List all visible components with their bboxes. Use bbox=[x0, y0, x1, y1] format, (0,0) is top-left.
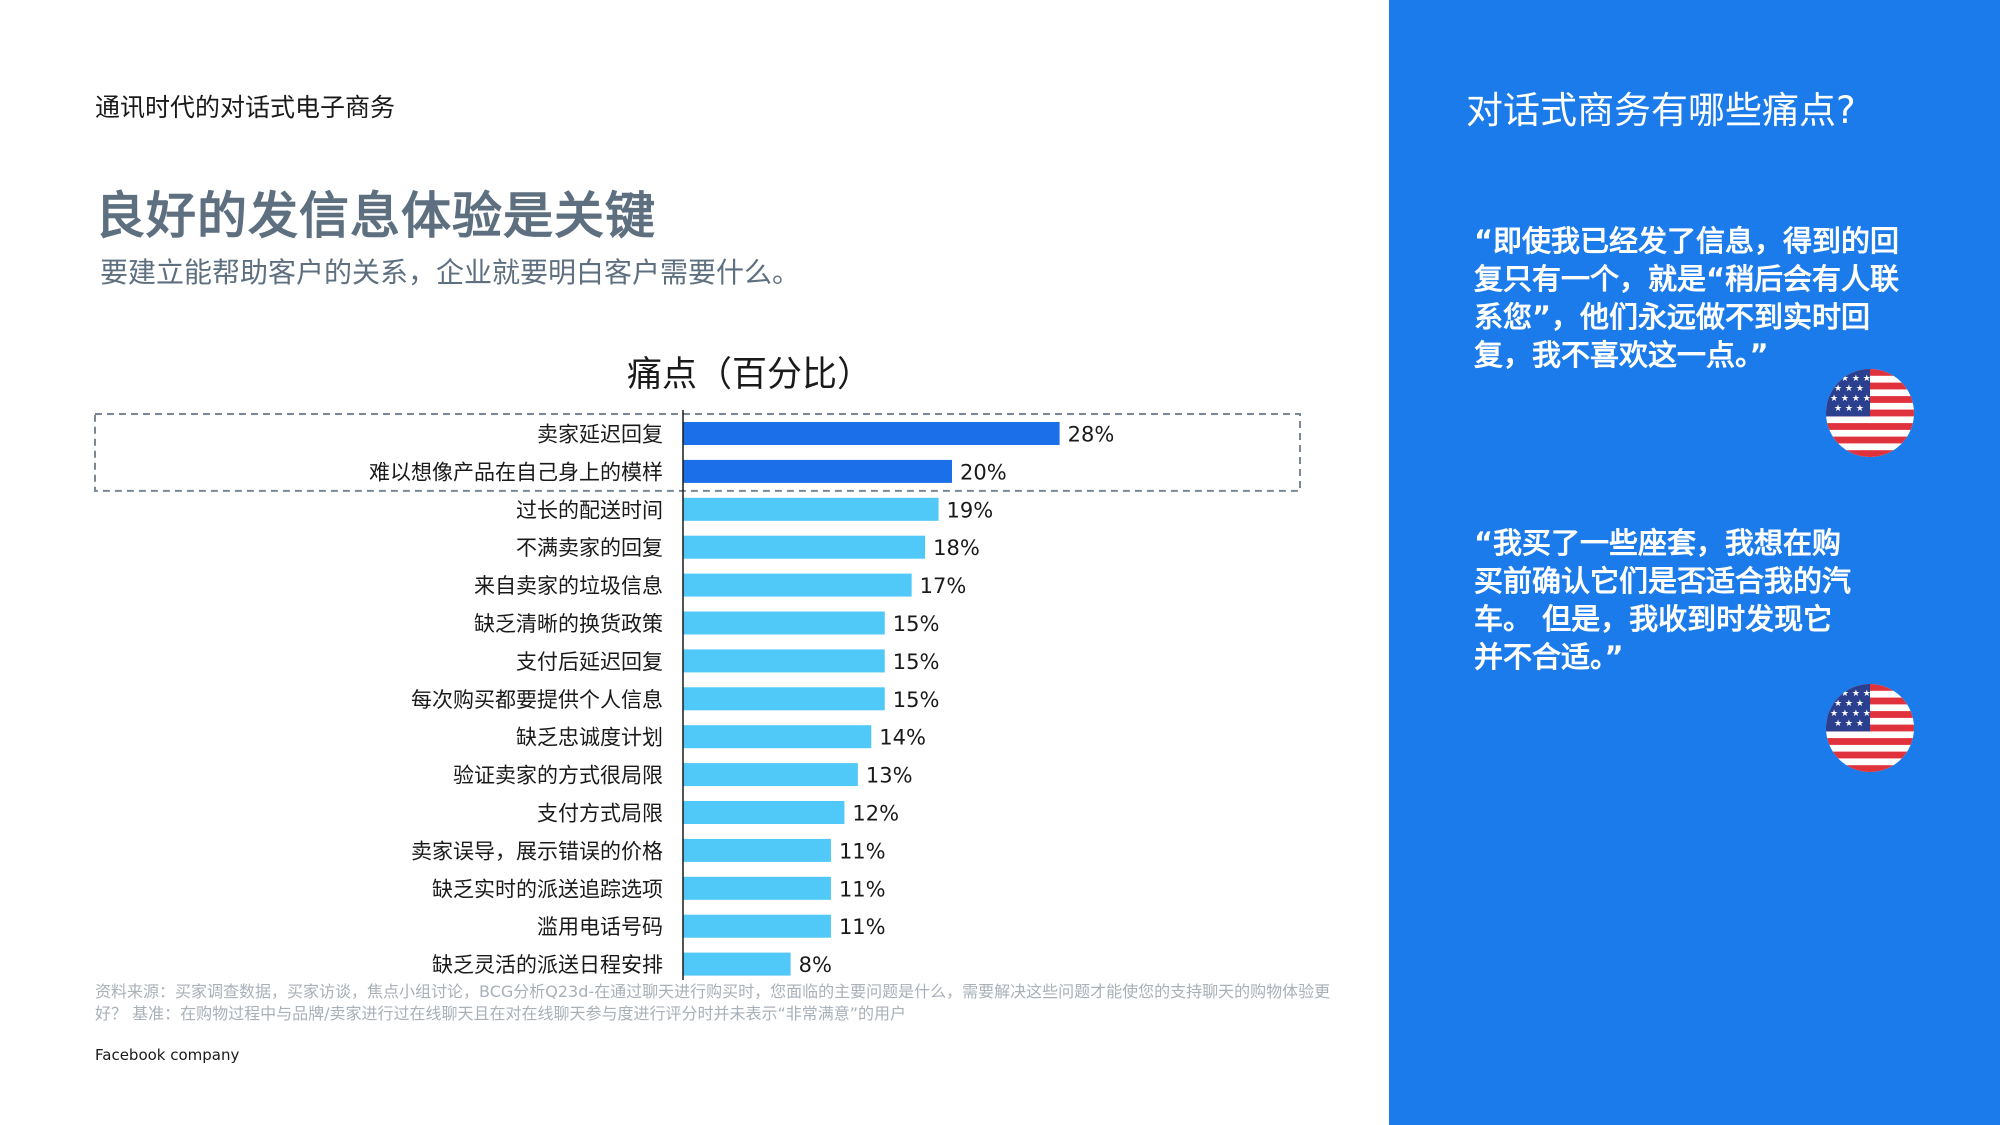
bar bbox=[683, 497, 939, 521]
value-label: 20% bbox=[960, 460, 1007, 484]
value-label: 13% bbox=[866, 764, 913, 788]
source-note: 资料来源：买家调查数据，买家访谈，焦点小组讨论，BCG分析Q23d-在通过聊天进… bbox=[95, 982, 1331, 1023]
category-label: 验证卖家的方式很局限 bbox=[453, 764, 663, 788]
value-label: 15% bbox=[893, 688, 940, 712]
category-label: 缺乏忠诚度计划 bbox=[516, 726, 663, 750]
bar bbox=[683, 952, 791, 976]
value-label: 18% bbox=[933, 536, 980, 560]
svg-text:★ ★ ★: ★ ★ ★ bbox=[1834, 384, 1864, 394]
svg-text:★ ★ ★ ★: ★ ★ ★ ★ bbox=[1830, 394, 1871, 404]
value-label: 28% bbox=[1068, 423, 1115, 447]
category-label: 卖家延迟回复 bbox=[537, 423, 663, 447]
value-label: 11% bbox=[839, 877, 886, 901]
value-label: 15% bbox=[893, 612, 940, 636]
bar bbox=[683, 422, 1060, 445]
category-label: 不满卖家的回复 bbox=[516, 536, 663, 560]
value-label: 11% bbox=[839, 839, 886, 863]
bar bbox=[683, 687, 885, 711]
us-flag-icon: ★ ★ ★ ★ ★ ★ ★ ★ ★ ★ ★ ★ ★ ★ bbox=[1826, 369, 1914, 457]
svg-text:★ ★ ★: ★ ★ ★ bbox=[1834, 719, 1864, 729]
category-label: 缺乏实时的派送追踪选项 bbox=[432, 877, 663, 901]
bar bbox=[683, 801, 845, 824]
chart-title: 痛点（百分比） bbox=[626, 355, 872, 395]
svg-text:★ ★ ★ ★: ★ ★ ★ ★ bbox=[1830, 709, 1871, 719]
highlight-box bbox=[94, 413, 1301, 492]
us-flag-icon: ★ ★ ★ ★ ★ ★ ★ ★ ★ ★ ★ ★ ★ ★ bbox=[1826, 684, 1914, 772]
bar bbox=[683, 725, 872, 749]
sidebar-title: 对话式商务有哪些痛点? bbox=[1466, 89, 1856, 132]
category-label: 难以想像产品在自己身上的模样 bbox=[369, 460, 663, 484]
bar bbox=[683, 573, 912, 597]
svg-text:★ ★ ★: ★ ★ ★ bbox=[1834, 404, 1864, 414]
bar bbox=[683, 459, 952, 483]
value-label: 8% bbox=[799, 953, 832, 977]
bar bbox=[683, 876, 831, 900]
quote-1: “即使我已经发了信息，得到的回复只有一个，就是“稍后会有人联系您”，他们永远做不… bbox=[1474, 224, 1900, 372]
content-panel: 通讯时代的对话式电子商务 良好的发信息体验是关键 要建立能帮助客户的关系，企业就… bbox=[94, 93, 1331, 1064]
subheadline: 要建立能帮助客户的关系，企业就要明白客户需要什么。 bbox=[100, 256, 801, 289]
category-label: 滥用电话号码 bbox=[537, 915, 663, 939]
bar bbox=[683, 535, 926, 559]
value-label: 17% bbox=[920, 574, 967, 598]
category-label: 缺乏清晰的换货政策 bbox=[474, 612, 663, 636]
quote-2: “我买了一些座套，我想在购买前确认它们是否适合我的汽车。 但是，我收到时发现它并… bbox=[1474, 526, 1852, 674]
value-label: 12% bbox=[852, 802, 899, 826]
category-label: 支付后延迟回复 bbox=[516, 650, 663, 674]
category-label: 卖家误导，展示错误的价格 bbox=[411, 839, 663, 863]
bar bbox=[683, 649, 885, 673]
bar bbox=[683, 763, 858, 787]
quote-sidebar bbox=[1389, 0, 2000, 1125]
svg-text:★ ★ ★ ★: ★ ★ ★ ★ bbox=[1830, 689, 1871, 699]
bar bbox=[683, 611, 885, 635]
category-label: 支付方式局限 bbox=[537, 802, 663, 826]
bar bbox=[683, 838, 831, 862]
value-label: 15% bbox=[893, 650, 940, 674]
company-label: Facebook company bbox=[95, 1046, 240, 1064]
headline: 良好的发信息体验是关键 bbox=[95, 187, 656, 245]
category-label: 来自卖家的垃圾信息 bbox=[474, 574, 663, 598]
section-title: 通讯时代的对话式电子商务 bbox=[95, 93, 396, 122]
value-label: 19% bbox=[947, 498, 994, 522]
category-label: 缺乏灵活的派送日程安排 bbox=[432, 953, 663, 977]
svg-text:★ ★ ★ ★: ★ ★ ★ ★ bbox=[1830, 374, 1871, 384]
svg-text:★ ★ ★: ★ ★ ★ bbox=[1834, 699, 1864, 709]
category-label: 每次购买都要提供个人信息 bbox=[411, 688, 663, 712]
value-label: 14% bbox=[879, 726, 926, 750]
pain-points-bar-chart: 卖家延迟回复 28% 难以想像产品在自己身上的模样 20% 过长的配送时间 19% 不满卖家… bbox=[94, 410, 1301, 980]
category-label: 过长的配送时间 bbox=[516, 498, 663, 522]
value-label: 11% bbox=[839, 915, 886, 939]
bar bbox=[683, 914, 831, 938]
